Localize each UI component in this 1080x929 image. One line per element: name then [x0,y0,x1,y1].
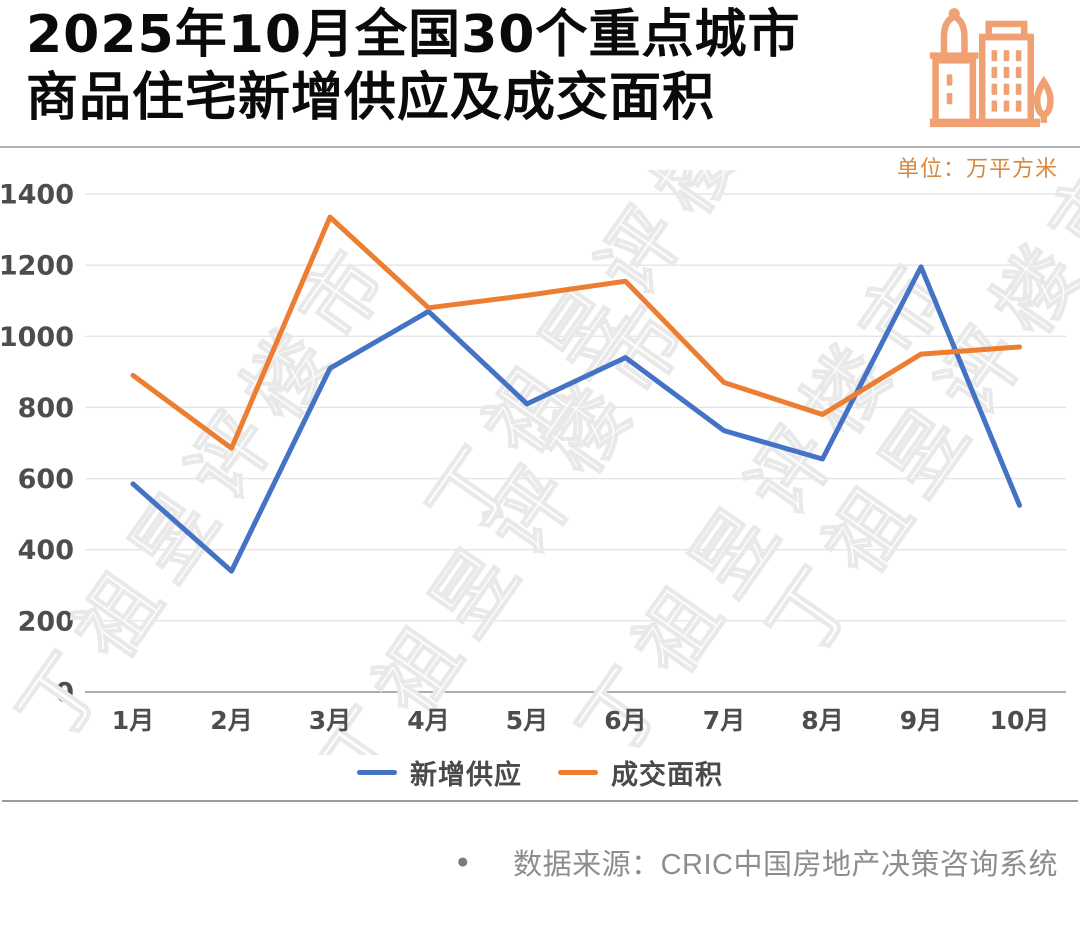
title-line-1: 2025年10月全国30个重点城市 [26,5,801,65]
y-tick-label: 1200 [0,251,74,282]
legend-item: 成交面积 [558,753,723,792]
x-tick-label: 1月 [112,706,154,735]
y-tick-label: 1000 [0,322,74,353]
footer-divider [2,800,1078,802]
x-tick-label: 5月 [506,706,548,735]
icon-left-building [932,57,977,127]
bullet-icon: ● [456,850,470,873]
x-tick-label: 2月 [210,706,252,735]
chart-area: 0 200 400 600 800 1000 1200 1400 丁祖昱评楼市 丁祖昱评楼市 丁祖昱… [0,170,1080,755]
series-line-1 [130,214,1022,451]
title-line-2: 商品住宅新增供应及成交面积 [26,68,716,128]
icon-left-windows [946,74,953,105]
x-tick-label: 9月 [900,706,942,735]
legend-label: 新增供应 [410,759,522,790]
series-line-0 [130,264,1022,574]
y-tick-label: 1400 [0,180,74,211]
icon-dome [940,12,968,56]
page-title: 2025年10月全国30个重点城市 商品住宅新增供应及成交面积 [26,4,800,130]
x-tick-label: 4月 [407,706,449,735]
y-tick-label: 200 [18,606,74,637]
x-tick-label: 6月 [604,706,646,735]
legend-label: 成交面积 [611,759,723,790]
icon-building-cap [985,20,1028,41]
x-tick-label: 3月 [309,706,351,735]
y-tick-label: 400 [18,535,74,566]
legend-item: 新增供应 [357,753,522,792]
icon-windows [991,50,1022,112]
data-source-text: 数据来源：CRIC中国房地产决策咨询系统 [513,849,1058,881]
icon-dome-finial [948,8,960,20]
line-chart: 0200400600800100012001400丁祖昱评楼市丁祖昱评楼市丁祖昱… [0,170,1080,755]
x-tick-label: 10月 [990,706,1050,735]
x-tick-label: 7月 [703,706,745,735]
icon-tree [1033,75,1054,118]
header-divider [0,146,1080,148]
x-tick-label: 8月 [801,706,843,735]
buildings-icon [929,8,1054,128]
legend-swatch [558,769,598,775]
y-tick-label: 600 [18,464,74,495]
y-tick-label: 800 [18,393,74,424]
data-source-row: ● 数据来源：CRIC中国房地产决策咨询系统 [0,842,1058,882]
unit-label: 单位：万平方米 [896,156,1058,181]
chart-legend: 新增供应 成交面积 [0,756,1080,790]
legend-swatch [357,769,397,775]
y-tick-label: 0 [55,678,74,709]
